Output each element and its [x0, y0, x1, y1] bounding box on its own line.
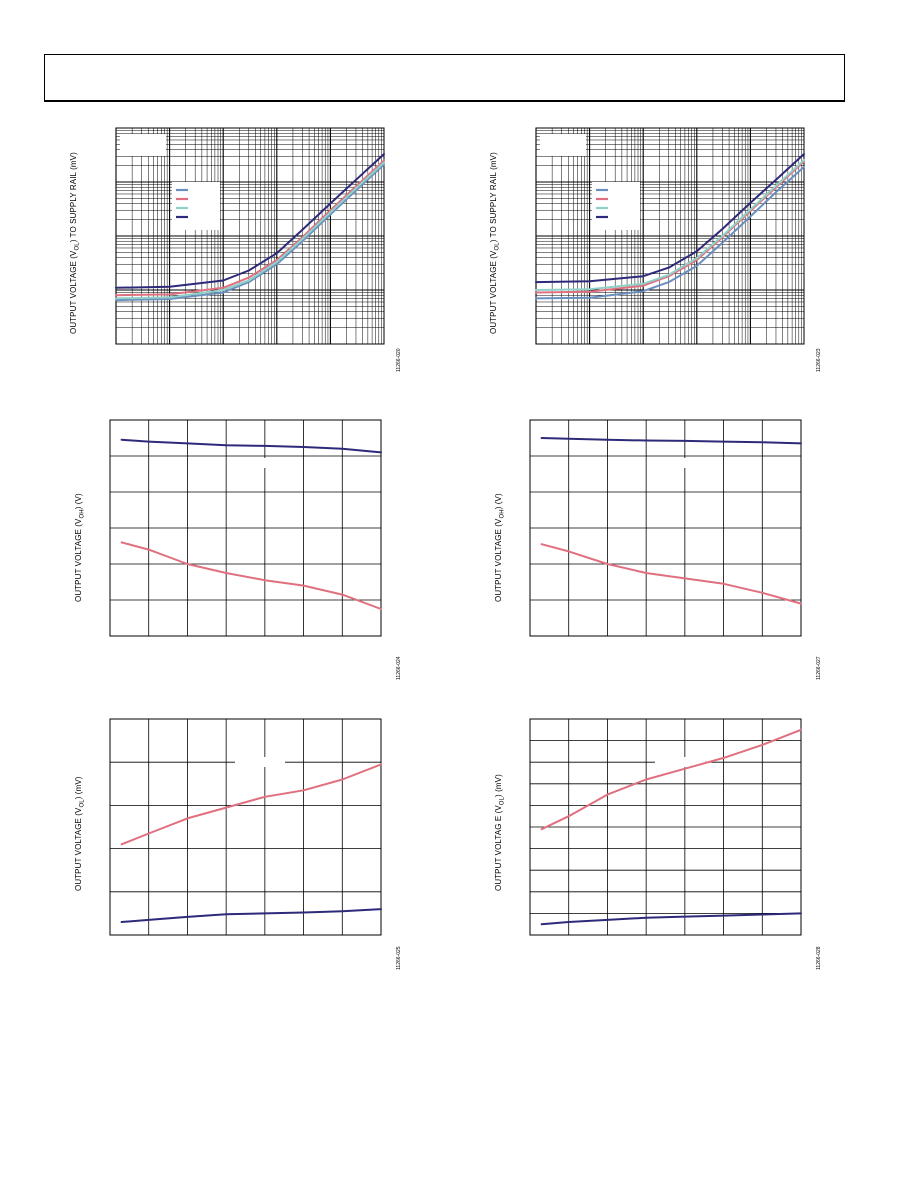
chart-2-series-line-1	[535, 165, 805, 300]
chart-5-annotation-blank	[235, 757, 285, 767]
chart-1-series-line-3	[115, 161, 385, 300]
chart-3-plot	[109, 419, 382, 637]
chart-6-plot	[529, 718, 802, 936]
chart-1-series-line-4	[115, 153, 385, 289]
chart-2-gridlines	[535, 128, 804, 345]
chart-6-annotation-blank	[655, 757, 705, 767]
chart-4-series-line-2	[540, 543, 802, 605]
chart-5-figure-id: 11266-025	[396, 946, 402, 970]
chart-5-frame	[109, 718, 382, 936]
chart-2-legend	[592, 182, 640, 230]
chart-4-annotation-blank	[655, 458, 705, 468]
chart-2-plot	[535, 127, 805, 345]
chart-4-series-line-1	[540, 437, 802, 445]
chart-6-figure-id: 11266-028	[816, 946, 822, 970]
chart-5-series-line-1	[120, 908, 382, 923]
chart-1-series-line-2	[115, 159, 385, 297]
chart-6-series-line-1	[540, 912, 802, 926]
chart-output-voltage-voh-2: OUTPUT VOLTAGE (VOH) (V) 11266-027	[480, 410, 822, 680]
chart-2-series-line-2	[535, 160, 805, 294]
chart-1-frame	[115, 127, 385, 345]
chart-1-gridlines	[115, 128, 384, 345]
chart-output-voltage-vol-to-rail-2: OUTPUT VOLTAGE (VOL) TO SUPPLY RAIL (mV)…	[480, 118, 822, 378]
chart-2-series-line-4	[535, 153, 805, 284]
chart-5-plot	[109, 718, 382, 936]
chart-output-voltage-vol-mv-1: OUTPUT VOLTAGE (VOL) (mV) 11266-025	[60, 710, 402, 970]
chart-4-gridlines	[529, 419, 802, 637]
chart-5-gridlines	[109, 718, 382, 936]
chart-6-gridlines	[529, 718, 802, 936]
chart-1-legend	[172, 182, 220, 230]
chart-4-frame	[529, 419, 802, 637]
chart-4-figure-id: 11266-027	[816, 656, 822, 680]
chart-output-voltage-voh-1: OUTPUT VOLTAGE (VOH) (V) 11266-024	[60, 410, 402, 680]
chart-3-frame	[109, 419, 382, 637]
chart-3-gridlines	[109, 419, 382, 637]
chart-2-figure-id: 11266-023	[816, 348, 822, 372]
chart-output-voltage-vol-mv-2: OUTPUT VOLTAG E (VOL) (mV) 11266-028	[480, 710, 822, 970]
chart-3-series-line-2	[120, 541, 382, 610]
page-header-box	[44, 54, 845, 102]
chart-3-figure-id: 11266-024	[396, 656, 402, 680]
chart-2-frame	[535, 127, 805, 345]
chart-6-frame	[529, 718, 802, 936]
chart-6-series-line-2	[540, 728, 802, 831]
chart-2-series-line-3	[535, 159, 805, 291]
chart-1-series-line-1	[115, 163, 385, 302]
chart-output-voltage-vol-to-rail-1: OUTPUT VOLTAGE (VOL) TO SUPPLY RAIL (mV)…	[60, 118, 402, 378]
chart-1-plot	[115, 127, 385, 345]
chart-2-legend-box-top	[540, 134, 586, 156]
chart-1-figure-id: 11266-020	[396, 348, 402, 372]
chart-4-plot	[529, 419, 802, 637]
chart-3-annotation-blank	[235, 458, 285, 468]
chart-3-series-line-1	[120, 438, 382, 454]
chart-5-series-line-2	[120, 763, 382, 846]
chart-1-legend-box-top	[120, 134, 166, 156]
